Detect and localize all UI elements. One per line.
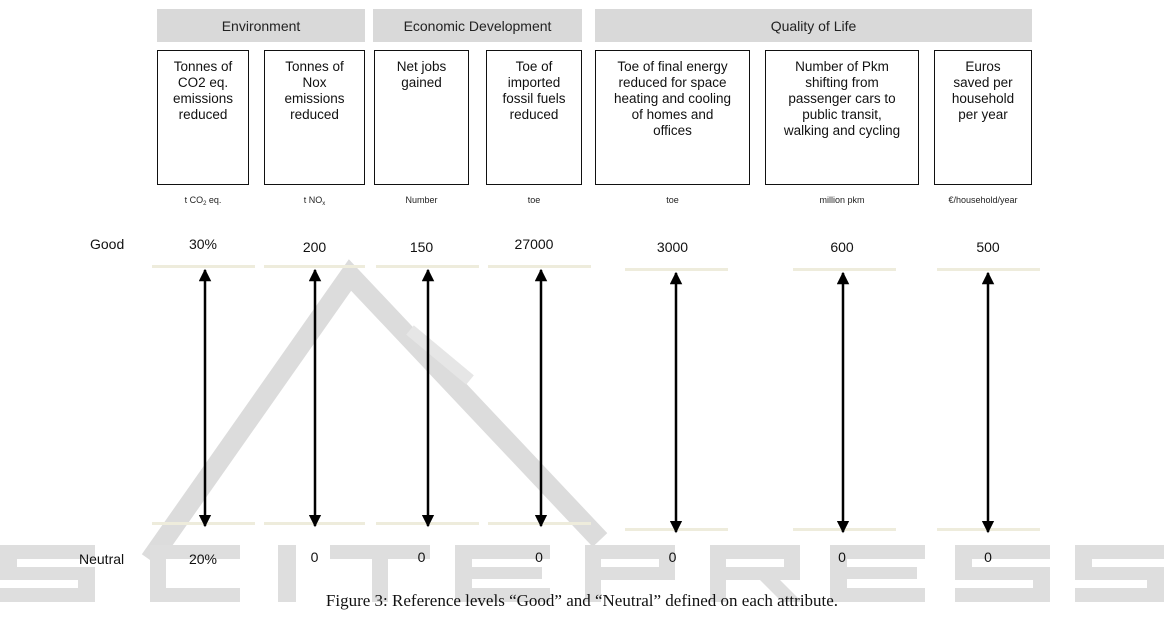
neutral-value-fossil-fuels: 0 <box>535 549 543 565</box>
attribute-box-co2: Tonnes of CO2 eq. emissions reduced <box>157 50 249 185</box>
attribute-box-euros: Euros saved per household per year <box>934 50 1032 185</box>
good-level-line-pkm <box>793 268 896 271</box>
row-label-good: Good <box>90 236 125 252</box>
neutral-value-euros: 0 <box>984 549 992 565</box>
neutral-value-co2: 20% <box>188 551 218 567</box>
neutral-level-line-fossil-fuels <box>488 522 591 525</box>
attribute-box-fossil-fuels: Toe of imported fossil fuels reduced <box>486 50 582 185</box>
neutral-level-line-co2 <box>152 522 255 525</box>
good-level-line-nox <box>264 265 365 268</box>
neutral-level-line-pkm <box>793 528 896 531</box>
good-value-euros: 500 <box>976 239 1000 255</box>
unit-pkm: million pkm <box>819 195 865 205</box>
category-header-quality-of-life: Quality of Life <box>595 9 1032 42</box>
good-value-jobs: 150 <box>409 239 434 255</box>
neutral-level-line-euros <box>937 528 1040 531</box>
unit-co2: t CO2 eq. <box>184 195 222 207</box>
good-level-line-euros <box>937 268 1040 271</box>
unit-final-energy: toe <box>666 195 679 205</box>
neutral-value-nox: 0 <box>310 549 319 565</box>
good-value-co2: 30% <box>188 236 218 252</box>
neutral-value-jobs: 0 <box>417 549 426 565</box>
good-value-nox: 200 <box>302 239 327 255</box>
neutral-value-pkm: 0 <box>838 549 846 565</box>
good-value-pkm: 600 <box>830 239 854 255</box>
neutral-level-line-nox <box>264 522 365 525</box>
good-level-line-final-energy <box>625 268 728 271</box>
unit-fossil-fuels: toe <box>527 195 541 205</box>
good-level-line-jobs <box>376 265 479 268</box>
good-level-line-co2 <box>152 265 255 268</box>
attribute-box-jobs: Net jobs gained <box>374 50 469 185</box>
unit-euros: €/household/year <box>948 195 1018 205</box>
good-value-final-energy: 3000 <box>656 239 689 255</box>
neutral-value-final-energy: 0 <box>668 549 677 565</box>
row-label-neutral: Neutral <box>79 551 125 567</box>
attribute-box-nox: Tonnes of Nox emissions reduced <box>264 50 365 185</box>
category-header-economic-development: Economic Development <box>373 9 582 42</box>
neutral-level-line-final-energy <box>625 528 728 531</box>
figure-caption: Figure 3: Reference levels “Good” and “N… <box>325 591 839 610</box>
unit-nox: t NOx <box>303 195 326 207</box>
attribute-box-final-energy: Toe of final energy reduced for space he… <box>595 50 750 185</box>
good-level-line-fossil-fuels <box>488 265 591 268</box>
neutral-level-line-jobs <box>376 522 479 525</box>
category-header-environment: Environment <box>157 9 365 42</box>
attribute-box-pkm: Number of Pkm shifting from passenger ca… <box>765 50 919 185</box>
unit-jobs: Number <box>405 195 438 205</box>
good-value-fossil-fuels: 27000 <box>514 236 554 252</box>
